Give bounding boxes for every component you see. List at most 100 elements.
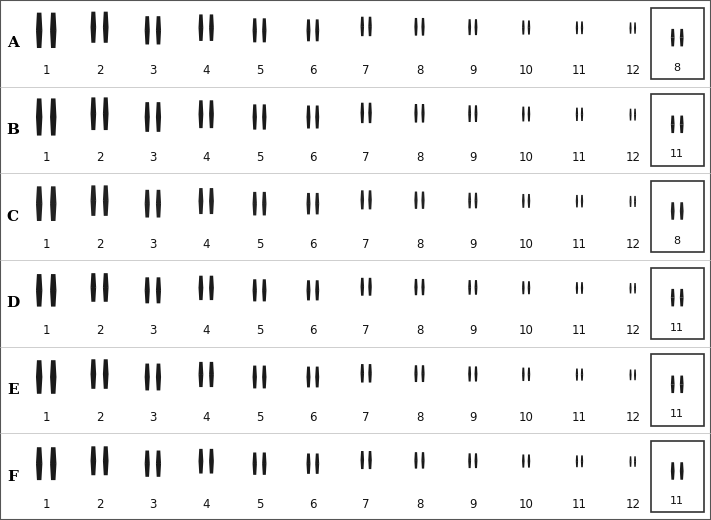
Polygon shape <box>306 116 311 128</box>
Polygon shape <box>156 116 161 132</box>
Polygon shape <box>306 193 311 204</box>
Polygon shape <box>50 360 56 378</box>
Polygon shape <box>469 460 471 468</box>
Polygon shape <box>671 375 675 384</box>
Text: 6: 6 <box>309 238 316 251</box>
Polygon shape <box>474 193 477 201</box>
Polygon shape <box>90 200 96 216</box>
Polygon shape <box>90 97 96 114</box>
Polygon shape <box>576 114 578 121</box>
Polygon shape <box>209 374 214 387</box>
Polygon shape <box>209 449 214 462</box>
Polygon shape <box>368 17 372 27</box>
Polygon shape <box>629 457 631 462</box>
Polygon shape <box>629 22 631 28</box>
Polygon shape <box>156 102 161 118</box>
Polygon shape <box>422 452 424 461</box>
Polygon shape <box>581 374 583 381</box>
Text: 10: 10 <box>519 238 533 251</box>
Text: 4: 4 <box>203 64 210 77</box>
Text: 1: 1 <box>43 238 50 251</box>
Polygon shape <box>156 376 161 391</box>
Polygon shape <box>360 17 364 27</box>
Polygon shape <box>198 288 203 300</box>
Polygon shape <box>671 289 675 297</box>
Polygon shape <box>422 365 424 374</box>
Polygon shape <box>415 452 417 461</box>
Polygon shape <box>360 460 364 469</box>
Polygon shape <box>581 195 583 201</box>
Polygon shape <box>528 20 530 28</box>
Polygon shape <box>469 367 471 374</box>
Polygon shape <box>368 364 372 374</box>
Text: 10: 10 <box>519 411 533 424</box>
Text: 3: 3 <box>149 238 156 251</box>
Polygon shape <box>474 19 477 28</box>
Text: 4: 4 <box>203 498 210 511</box>
Polygon shape <box>581 21 583 28</box>
Text: 11: 11 <box>572 324 587 337</box>
Text: 7: 7 <box>363 238 370 251</box>
Polygon shape <box>50 447 56 464</box>
Text: 11: 11 <box>670 409 684 419</box>
Polygon shape <box>422 113 424 123</box>
Polygon shape <box>90 113 96 130</box>
Polygon shape <box>198 100 203 115</box>
Polygon shape <box>576 456 578 462</box>
Polygon shape <box>50 376 56 394</box>
Text: 8: 8 <box>416 64 423 77</box>
Polygon shape <box>315 203 319 214</box>
Polygon shape <box>36 30 43 48</box>
Polygon shape <box>522 27 525 34</box>
Polygon shape <box>90 373 96 389</box>
Polygon shape <box>252 452 257 464</box>
Text: 9: 9 <box>469 151 476 164</box>
Polygon shape <box>671 37 675 46</box>
Polygon shape <box>262 452 267 464</box>
Polygon shape <box>103 200 109 216</box>
Polygon shape <box>156 463 161 477</box>
Text: 11: 11 <box>572 411 587 424</box>
Polygon shape <box>368 287 372 296</box>
Polygon shape <box>315 453 319 464</box>
Polygon shape <box>252 279 257 291</box>
Polygon shape <box>581 201 583 207</box>
Polygon shape <box>144 102 150 118</box>
Polygon shape <box>469 193 471 201</box>
Polygon shape <box>209 362 214 375</box>
Polygon shape <box>262 279 267 291</box>
Polygon shape <box>50 186 56 204</box>
Polygon shape <box>671 29 675 37</box>
Polygon shape <box>103 11 109 28</box>
Text: 2: 2 <box>96 238 103 251</box>
Polygon shape <box>576 108 578 114</box>
Polygon shape <box>474 374 477 382</box>
Polygon shape <box>680 211 683 220</box>
Polygon shape <box>252 192 257 204</box>
Polygon shape <box>50 274 56 291</box>
Text: 7: 7 <box>363 324 370 337</box>
Polygon shape <box>528 201 530 208</box>
Polygon shape <box>360 112 364 123</box>
Polygon shape <box>671 202 675 211</box>
Text: 3: 3 <box>149 151 156 164</box>
Polygon shape <box>368 112 372 123</box>
Polygon shape <box>671 462 675 471</box>
Polygon shape <box>415 460 417 469</box>
Polygon shape <box>581 369 583 375</box>
Polygon shape <box>629 283 631 289</box>
Text: 9: 9 <box>469 411 476 424</box>
Polygon shape <box>103 287 109 302</box>
Polygon shape <box>209 276 214 289</box>
Polygon shape <box>156 277 161 291</box>
Text: 5: 5 <box>256 238 263 251</box>
Polygon shape <box>315 106 319 118</box>
Polygon shape <box>422 200 424 209</box>
Polygon shape <box>156 363 161 378</box>
Polygon shape <box>360 373 364 383</box>
Polygon shape <box>315 19 319 31</box>
Polygon shape <box>36 274 43 291</box>
Text: 6: 6 <box>309 324 316 337</box>
Text: 10: 10 <box>519 64 533 77</box>
Polygon shape <box>103 373 109 389</box>
